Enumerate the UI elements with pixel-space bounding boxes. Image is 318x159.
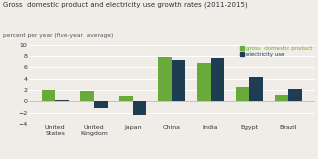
Bar xyxy=(211,58,224,101)
Bar xyxy=(158,57,172,101)
Bar xyxy=(197,63,211,101)
Text: Gross  domestic product and electricity use growth rates (2011-2015): Gross domestic product and electricity u… xyxy=(3,2,248,8)
Bar xyxy=(236,86,249,101)
Bar xyxy=(119,96,133,101)
Bar xyxy=(94,101,108,108)
Bar xyxy=(55,100,69,101)
Bar xyxy=(80,90,94,101)
Bar xyxy=(172,60,185,101)
Bar xyxy=(133,101,147,115)
Text: percent per year (five-year  average): percent per year (five-year average) xyxy=(3,33,114,38)
Bar xyxy=(288,89,302,101)
Bar xyxy=(42,90,55,101)
Legend: gross  domestic product, electricity use: gross domestic product, electricity use xyxy=(239,46,312,57)
Bar xyxy=(249,77,263,101)
Bar xyxy=(275,95,288,101)
